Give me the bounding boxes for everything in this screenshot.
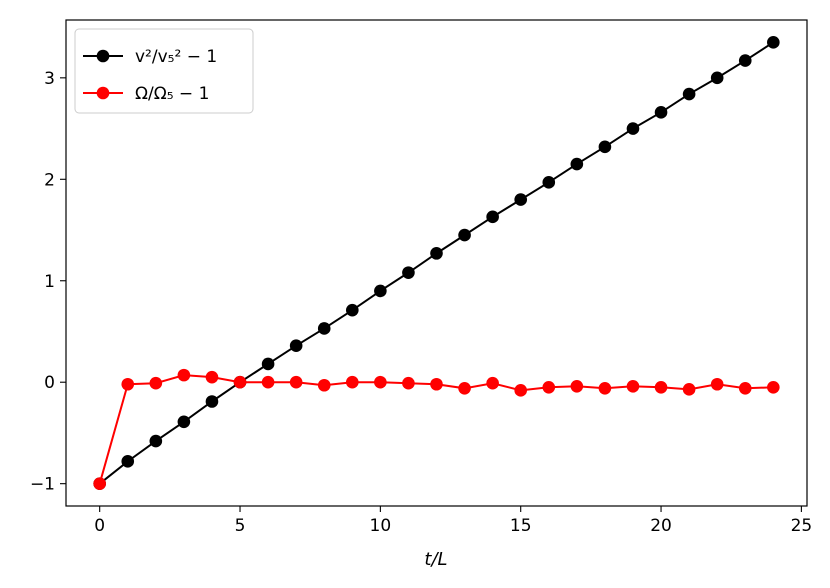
series-layer	[93, 36, 780, 490]
x-tick-label: 25	[791, 516, 813, 536]
data-point	[289, 339, 303, 352]
x-tick-label: 20	[650, 516, 672, 536]
data-point	[682, 87, 696, 101]
data-point	[626, 122, 640, 135]
data-point	[345, 375, 359, 389]
data-point	[430, 377, 443, 391]
y-tick-label: −1	[30, 475, 55, 495]
data-point	[374, 284, 387, 298]
data-point	[93, 477, 106, 490]
data-point	[570, 157, 584, 171]
data-point	[430, 247, 443, 260]
data-point	[710, 377, 724, 391]
data-point	[205, 395, 219, 408]
legend-marker	[96, 49, 110, 63]
data-point	[458, 382, 471, 395]
data-point	[177, 415, 191, 429]
data-point	[261, 375, 275, 389]
data-point	[542, 176, 556, 189]
data-point	[458, 228, 471, 242]
data-point	[486, 210, 499, 224]
x-axis-label: t/L	[424, 549, 447, 570]
data-point	[738, 382, 752, 395]
data-point	[710, 71, 724, 85]
data-point	[570, 379, 584, 393]
data-point	[402, 376, 415, 390]
data-point	[542, 380, 556, 394]
data-point	[738, 54, 752, 67]
data-point	[514, 384, 528, 397]
data-point	[149, 376, 163, 390]
legend-label: v²/v₅² − 1	[135, 47, 217, 67]
data-point	[345, 303, 359, 317]
data-point	[374, 375, 387, 389]
x-tick-label: 5	[235, 516, 246, 536]
y-axis: −1 0 1 2 3	[30, 69, 66, 495]
legend: v²/v₅² − 1 Ω/Ω₅ − 1	[74, 28, 254, 114]
legend-marker	[96, 86, 110, 100]
data-point	[121, 455, 135, 468]
data-point	[654, 380, 668, 394]
data-point	[514, 193, 528, 206]
data-point	[402, 266, 415, 279]
y-tick-label: 0	[44, 373, 55, 393]
data-point	[486, 376, 499, 390]
data-point	[205, 370, 219, 384]
data-point	[121, 377, 135, 391]
data-point	[289, 375, 303, 389]
data-point	[767, 36, 780, 49]
y-tick-label: 2	[44, 170, 55, 190]
data-point	[626, 379, 640, 393]
x-tick-label: 10	[370, 516, 392, 536]
y-tick-label: 3	[44, 69, 55, 89]
data-point	[654, 106, 668, 119]
data-point	[598, 140, 612, 154]
data-point	[682, 383, 696, 396]
data-point	[317, 322, 331, 335]
data-point	[598, 382, 612, 395]
data-point	[261, 357, 275, 371]
legend-item: Ω/Ω₅ − 1	[83, 84, 209, 104]
data-point	[317, 378, 331, 392]
series-2	[93, 368, 780, 490]
data-point	[233, 375, 247, 389]
legend-label: Ω/Ω₅ − 1	[135, 84, 209, 104]
x-tick-label: 0	[94, 516, 105, 536]
x-tick-label: 15	[510, 516, 532, 536]
y-tick-label: 1	[44, 272, 55, 292]
data-point	[177, 368, 191, 382]
series-1	[93, 36, 780, 490]
legend-item: v²/v₅² − 1	[83, 47, 217, 67]
data-point	[767, 380, 780, 394]
x-axis: 0 5 10 15 20 25	[94, 506, 812, 536]
data-point	[149, 434, 163, 448]
